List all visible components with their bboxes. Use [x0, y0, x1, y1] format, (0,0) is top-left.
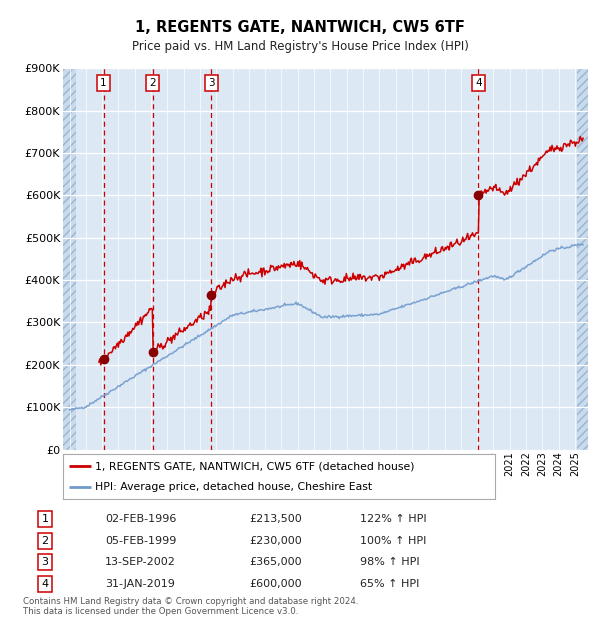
Text: £230,000: £230,000 — [249, 536, 302, 546]
Text: 13-SEP-2002: 13-SEP-2002 — [105, 557, 176, 567]
Text: 05-FEB-1999: 05-FEB-1999 — [105, 536, 176, 546]
Text: £600,000: £600,000 — [249, 579, 302, 589]
Text: 1: 1 — [100, 78, 107, 88]
Text: 2: 2 — [41, 536, 49, 546]
Text: 100% ↑ HPI: 100% ↑ HPI — [360, 536, 427, 546]
Text: £213,500: £213,500 — [249, 514, 302, 524]
Text: 1: 1 — [41, 514, 49, 524]
Text: 4: 4 — [41, 579, 49, 589]
Text: 3: 3 — [41, 557, 49, 567]
Text: 65% ↑ HPI: 65% ↑ HPI — [360, 579, 419, 589]
Text: HPI: Average price, detached house, Cheshire East: HPI: Average price, detached house, Ches… — [95, 482, 373, 492]
Text: 02-FEB-1996: 02-FEB-1996 — [105, 514, 176, 524]
Text: 4: 4 — [475, 78, 482, 88]
Text: Price paid vs. HM Land Registry's House Price Index (HPI): Price paid vs. HM Land Registry's House … — [131, 40, 469, 53]
Text: 1, REGENTS GATE, NANTWICH, CW5 6TF (detached house): 1, REGENTS GATE, NANTWICH, CW5 6TF (deta… — [95, 461, 415, 471]
Text: 31-JAN-2019: 31-JAN-2019 — [105, 579, 175, 589]
Text: £365,000: £365,000 — [249, 557, 302, 567]
Text: 3: 3 — [208, 78, 215, 88]
Text: This data is licensed under the Open Government Licence v3.0.: This data is licensed under the Open Gov… — [23, 607, 298, 616]
Text: 1, REGENTS GATE, NANTWICH, CW5 6TF: 1, REGENTS GATE, NANTWICH, CW5 6TF — [135, 20, 465, 35]
Text: 2: 2 — [149, 78, 156, 88]
Text: 122% ↑ HPI: 122% ↑ HPI — [360, 514, 427, 524]
Text: Contains HM Land Registry data © Crown copyright and database right 2024.: Contains HM Land Registry data © Crown c… — [23, 597, 358, 606]
Text: 98% ↑ HPI: 98% ↑ HPI — [360, 557, 419, 567]
